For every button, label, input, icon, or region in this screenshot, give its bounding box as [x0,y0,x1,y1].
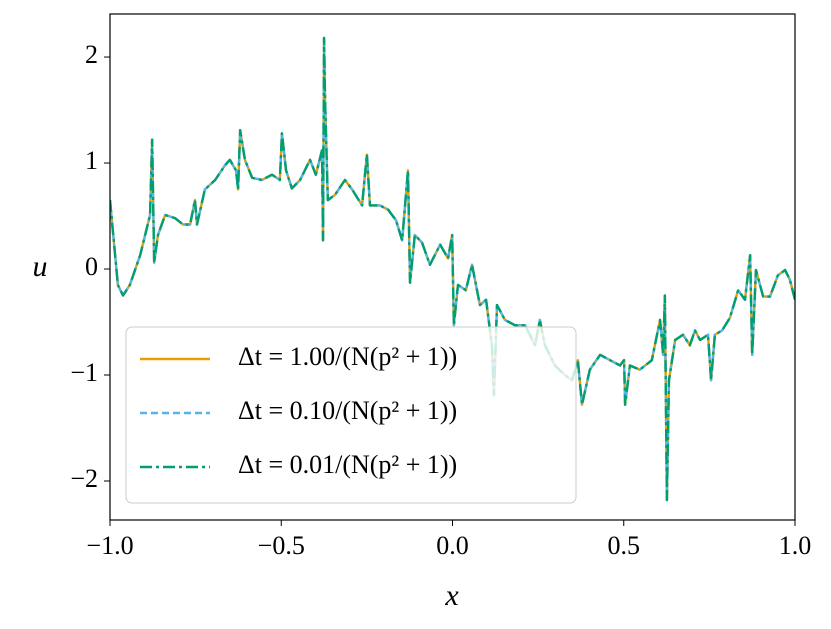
x-tick-label: −1.0 [86,531,133,560]
y-tick-label: 2 [85,40,98,69]
legend-label: Δt = 0.10/(N(p² + 1)) [238,396,457,425]
y-tick-label: −1 [70,358,98,387]
y-tick-label: 1 [85,146,98,175]
legend-box [125,326,577,504]
y-tick-label: −2 [70,464,98,493]
y-tick-label: 0 [85,252,98,281]
y-axis-label: u [33,250,48,283]
legend-label: Δt = 0.01/(N(p² + 1)) [238,450,457,479]
x-tick-label: 0.0 [436,531,469,560]
x-axis-label: x [444,579,459,612]
x-tick-label: −0.5 [258,531,305,560]
plot-frame [109,13,796,521]
x-tick-label: 1.0 [779,531,812,560]
series-line [110,36,795,502]
legend-label: Δt = 1.00/(N(p² + 1)) [238,342,457,371]
x-tick-label: 0.5 [608,531,641,560]
